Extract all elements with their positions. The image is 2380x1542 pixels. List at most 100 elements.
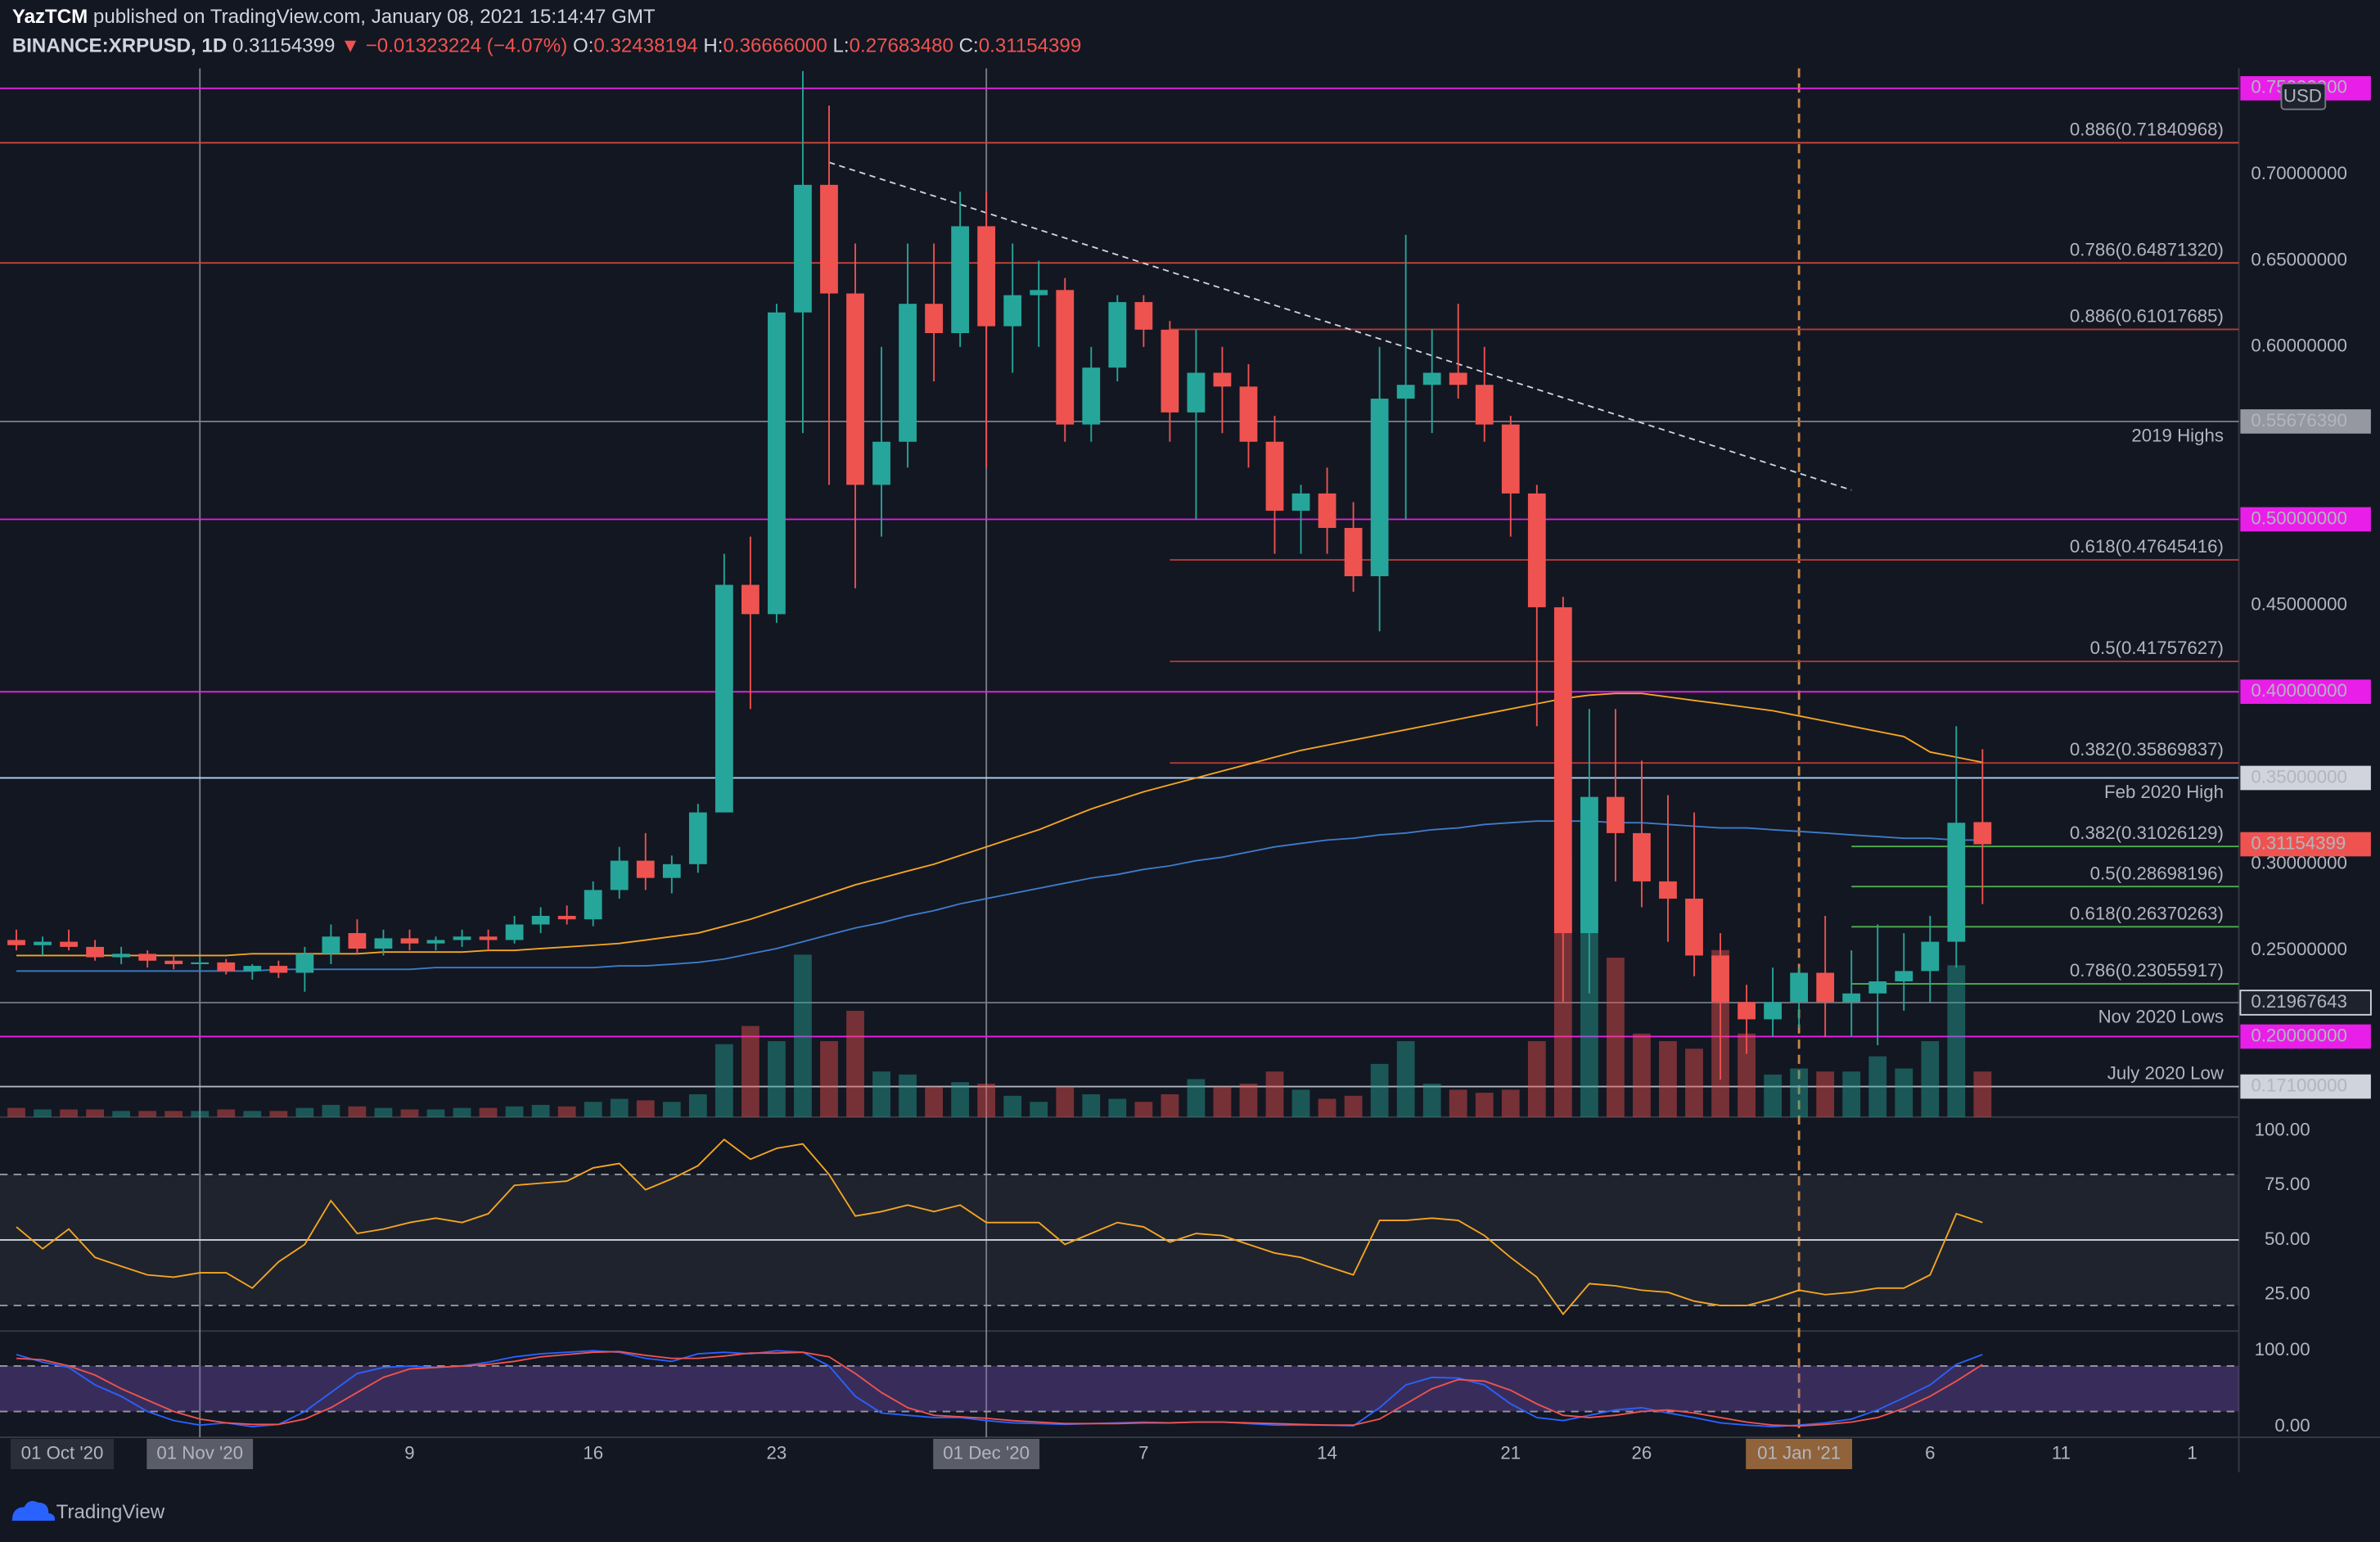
candle-body [295,954,314,973]
volume-bar [1187,1079,1206,1117]
x-tick-label: 01 Jan '21 [1757,1442,1841,1463]
volume-bar [794,954,812,1117]
volume-bar [86,1109,105,1117]
volume-bar [1291,1089,1310,1117]
level-label: 0.886(0.61017685) [2070,305,2224,326]
volume-bar [1659,1041,1677,1117]
price-tag [2239,990,2372,1016]
currency-label: USD [2283,86,2322,106]
candle-body [86,946,105,958]
candle-body [1790,972,1809,1003]
candle-body [714,584,733,813]
candle-body [1082,367,1101,425]
candle-body [1318,493,1336,529]
candle-body [1003,295,1022,327]
volume-bar [531,1104,550,1117]
y-tick-label: 0.70000000 [2251,163,2347,183]
candle-body [322,936,340,954]
candle-body [1422,372,1441,386]
y-tick-label: 0.65000000 [2251,249,2347,269]
volume-bar [295,1107,314,1117]
x-tick-label: 01 Dec '20 [943,1442,1030,1463]
stoch-tick-label: 100.00 [2255,1339,2310,1359]
volume-bar [453,1107,471,1117]
candle-body [243,966,262,972]
candle-body [1161,329,1179,413]
candle-body [557,916,576,920]
arrow: ▼ [340,35,360,57]
level-label: 2019 Highs [2131,425,2224,445]
moving-average [16,820,1983,972]
level-label: 0.786(0.23055917) [2070,960,2224,981]
x-tick-label: 26 [1632,1442,1652,1463]
candle-body [1973,822,1992,845]
x-tick-label: 01 Nov '20 [156,1442,243,1463]
x-tick-label: 14 [1317,1442,1337,1463]
x-tick-label: 21 [1500,1442,1521,1463]
volume-bar [217,1109,236,1117]
price-tag-label: 0.17100000 [2251,1075,2347,1095]
price-tag-label: 0.20000000 [2251,1025,2347,1045]
level-label: 0.618(0.26370263) [2070,903,2224,923]
candle-body [1239,386,1258,442]
volume-bar [1633,1033,1651,1117]
candle-body [977,226,996,327]
volume-bar [1816,1071,1835,1117]
low-value: 0.27683480 [850,35,953,57]
currency-badge [2280,83,2327,110]
candle-body [191,962,210,964]
candle-body [400,938,419,944]
x-tick-label: 11 [2052,1442,2071,1463]
volume-bar [348,1106,367,1117]
stoch-line [16,1350,1983,1427]
candle-body [60,941,78,947]
x-tick-label: 9 [404,1442,414,1463]
candle-body [820,184,838,294]
price-tag [2240,832,2371,857]
candle-body [1187,372,1206,413]
candle-body [1396,385,1415,399]
volume-bar [1449,1089,1467,1117]
candle-body [348,933,367,949]
candle-body [1842,993,1861,1003]
price-tag [2240,507,2371,532]
volume-bar [1764,1074,1782,1117]
candle-body [1265,441,1284,511]
level-label: July 2020 Low [2107,1063,2224,1084]
candle-body [479,936,498,940]
level-label: 0.5(0.28698196) [2090,863,2224,883]
header-line: YazTCM published on TradingView.com, Jan… [12,7,656,29]
volume-bar [820,1041,838,1117]
rsi-line [16,1138,1983,1316]
x-tick-label: 6 [1925,1442,1935,1463]
volume-bar [1396,1041,1415,1117]
candle-body [1475,385,1494,425]
level-label: 0.5(0.41757627) [2090,638,2224,658]
candle-body [217,962,236,972]
stoch-tick-label: 0.00 [2274,1415,2310,1436]
volume-bar [899,1074,917,1117]
x-tick-box [933,1438,1040,1469]
volume-bar [1422,1083,1441,1117]
candle-body [1633,832,1651,881]
level-label: 0.618(0.47645416) [2070,536,2224,557]
low-label: L: [833,35,850,57]
candle-body [688,812,707,864]
axes: 100.00 75.00 50.00 25.00 100.00 0.00 0.2500000… [10,76,2372,1469]
candle-body [1711,955,1729,1003]
candle-body [138,954,157,961]
stoch-band [0,1365,2239,1412]
annotation: 01 Oct '20 [21,1442,104,1463]
trendline [828,161,1852,491]
candle-body [1134,302,1153,330]
price-tag-label: 0.35000000 [2251,766,2347,787]
logo [11,1500,56,1522]
x-tick-box [1746,1438,1853,1469]
volume-bar [741,1026,760,1117]
candle-body [1449,372,1467,386]
volume-bar [374,1107,393,1117]
volume-bar [1973,1071,1992,1117]
volume-bar [400,1109,419,1117]
